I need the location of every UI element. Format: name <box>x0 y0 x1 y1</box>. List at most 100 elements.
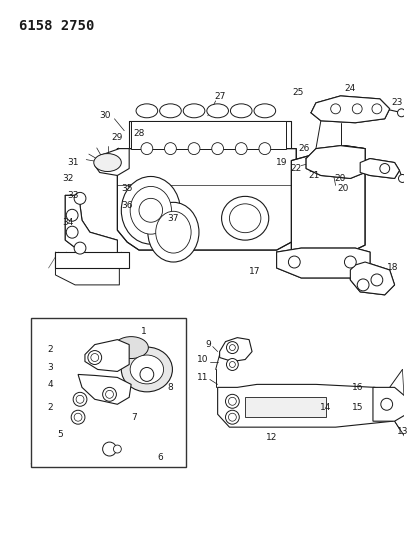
Circle shape <box>188 143 200 155</box>
Polygon shape <box>359 158 398 179</box>
Circle shape <box>397 109 405 117</box>
Text: 6158 2750: 6158 2750 <box>19 19 94 33</box>
Circle shape <box>225 394 239 408</box>
Text: 20: 20 <box>334 174 345 183</box>
Polygon shape <box>217 384 398 427</box>
Text: 9: 9 <box>204 340 210 349</box>
Circle shape <box>164 143 176 155</box>
Polygon shape <box>310 96 389 123</box>
Circle shape <box>370 274 382 286</box>
Circle shape <box>288 256 299 268</box>
Circle shape <box>139 367 153 382</box>
Text: 12: 12 <box>265 433 277 442</box>
Polygon shape <box>85 340 129 372</box>
Text: 17: 17 <box>249 268 260 277</box>
Circle shape <box>228 413 236 421</box>
Text: 15: 15 <box>351 403 362 412</box>
Circle shape <box>113 445 121 453</box>
Ellipse shape <box>221 196 268 240</box>
Circle shape <box>379 164 389 173</box>
Text: 25: 25 <box>292 88 303 98</box>
Polygon shape <box>291 146 364 252</box>
Text: 16: 16 <box>351 383 362 392</box>
Circle shape <box>66 209 78 221</box>
Text: 21: 21 <box>308 171 319 180</box>
Circle shape <box>226 342 238 353</box>
Text: 2: 2 <box>47 345 53 354</box>
Ellipse shape <box>155 211 191 253</box>
Text: 1: 1 <box>141 327 146 336</box>
Text: 32: 32 <box>63 174 74 183</box>
Text: 20: 20 <box>337 184 348 193</box>
Circle shape <box>139 198 162 222</box>
Polygon shape <box>131 121 286 149</box>
Text: 6: 6 <box>157 453 163 462</box>
Circle shape <box>74 192 86 204</box>
Ellipse shape <box>206 104 228 118</box>
Text: 7: 7 <box>131 413 137 422</box>
Text: 27: 27 <box>213 92 225 101</box>
Circle shape <box>211 143 223 155</box>
Ellipse shape <box>130 355 163 384</box>
Text: 35: 35 <box>121 184 133 193</box>
Polygon shape <box>94 149 129 175</box>
Circle shape <box>102 442 116 456</box>
Text: 28: 28 <box>133 129 144 138</box>
Circle shape <box>91 353 99 361</box>
Circle shape <box>344 256 355 268</box>
Ellipse shape <box>148 203 198 262</box>
Circle shape <box>76 395 84 403</box>
Circle shape <box>228 397 236 405</box>
Polygon shape <box>78 375 131 404</box>
Circle shape <box>398 174 405 182</box>
Ellipse shape <box>230 104 252 118</box>
Circle shape <box>371 104 381 114</box>
Text: 5: 5 <box>57 430 63 439</box>
Text: 26: 26 <box>298 144 309 153</box>
Text: 36: 36 <box>121 201 133 210</box>
Circle shape <box>106 390 113 398</box>
Circle shape <box>71 410 85 424</box>
Text: 37: 37 <box>167 214 179 223</box>
Circle shape <box>330 104 340 114</box>
Polygon shape <box>276 248 369 278</box>
Polygon shape <box>219 337 252 361</box>
Text: 22: 22 <box>290 164 301 173</box>
Text: 8: 8 <box>167 383 173 392</box>
Circle shape <box>258 143 270 155</box>
Text: 10: 10 <box>197 355 208 364</box>
Text: 19: 19 <box>275 158 287 167</box>
Ellipse shape <box>121 176 180 244</box>
Ellipse shape <box>114 337 148 359</box>
Text: 34: 34 <box>63 218 74 227</box>
Text: 29: 29 <box>111 133 123 142</box>
Circle shape <box>74 413 82 421</box>
Circle shape <box>102 387 116 401</box>
Ellipse shape <box>159 104 181 118</box>
Circle shape <box>73 392 87 406</box>
Text: 31: 31 <box>67 158 79 167</box>
Text: 33: 33 <box>67 191 79 200</box>
Text: 24: 24 <box>344 84 355 93</box>
Circle shape <box>356 279 368 291</box>
Polygon shape <box>117 149 296 250</box>
Polygon shape <box>306 146 364 179</box>
Text: 11: 11 <box>197 373 208 382</box>
Ellipse shape <box>229 204 260 233</box>
Polygon shape <box>245 397 325 417</box>
Circle shape <box>229 361 235 367</box>
Circle shape <box>226 359 238 370</box>
Polygon shape <box>350 262 393 295</box>
Circle shape <box>141 143 153 155</box>
Text: 30: 30 <box>99 111 110 120</box>
Circle shape <box>225 410 239 424</box>
Circle shape <box>380 398 392 410</box>
Polygon shape <box>65 196 117 255</box>
Text: 18: 18 <box>386 263 398 272</box>
Circle shape <box>74 242 86 254</box>
Text: 4: 4 <box>47 380 53 389</box>
Ellipse shape <box>136 104 157 118</box>
Ellipse shape <box>121 347 172 392</box>
Text: 23: 23 <box>390 99 401 107</box>
Circle shape <box>229 345 235 351</box>
